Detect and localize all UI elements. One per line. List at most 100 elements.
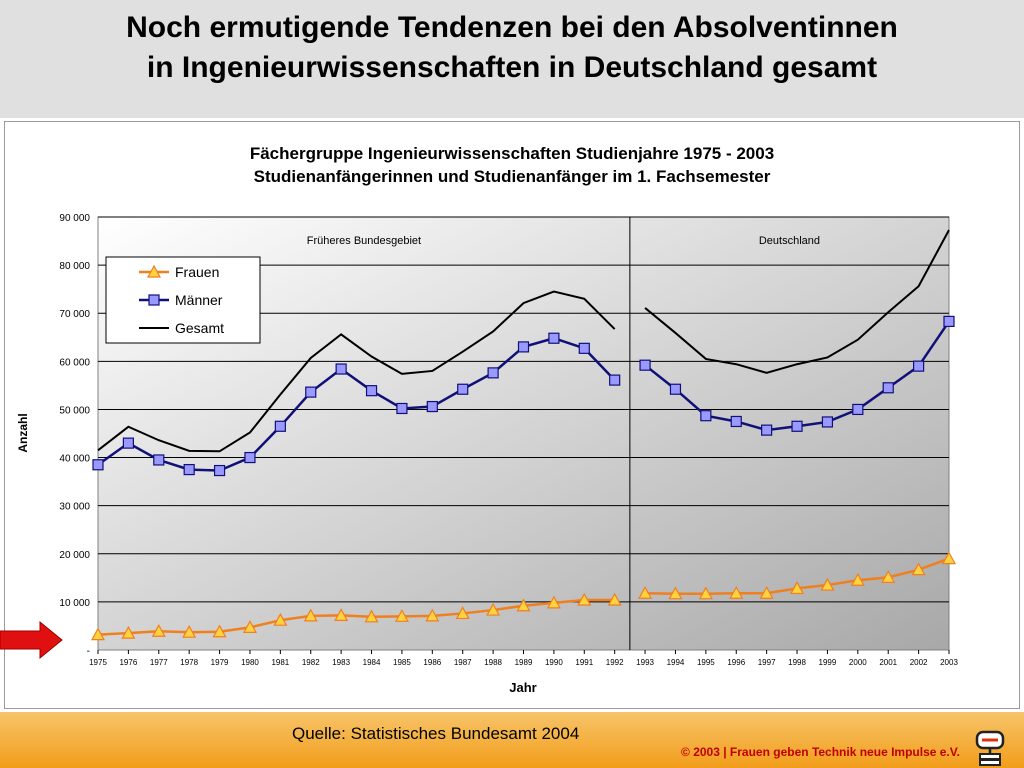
data-point-männer xyxy=(92,459,104,471)
x-tick-label: 1980 xyxy=(241,658,259,667)
data-point-männer xyxy=(335,363,347,375)
slide-title-line-2: in Ingenieurwissenschaften in Deutschlan… xyxy=(146,51,878,84)
data-point-frauen xyxy=(546,595,561,609)
data-point-männer xyxy=(548,332,560,344)
x-axis-label: Jahr xyxy=(509,680,536,695)
data-point-männer xyxy=(730,415,742,428)
x-tick-label: 2000 xyxy=(849,658,867,667)
x-tick-label: 2002 xyxy=(910,658,928,667)
data-point-frauen xyxy=(881,570,896,583)
x-tick-label: 2001 xyxy=(879,658,897,667)
x-tick-label: 1976 xyxy=(119,658,137,667)
data-point-männer xyxy=(426,400,438,413)
x-tick-label: 1988 xyxy=(484,658,502,667)
x-tick-label: 1993 xyxy=(636,658,654,667)
data-point-frauen xyxy=(364,609,379,623)
data-point-frauen xyxy=(668,586,683,600)
data-point-männer xyxy=(578,342,590,354)
data-point-männer xyxy=(852,403,864,416)
data-point-frauen xyxy=(850,572,865,586)
x-tick-label: 1995 xyxy=(697,658,715,667)
y-tick-label: 40 000 xyxy=(59,454,90,465)
series-line-frauen xyxy=(97,598,615,636)
data-point-frauen xyxy=(212,624,227,638)
x-tick-label: 1998 xyxy=(788,658,806,667)
y-tick-label: 90 000 xyxy=(59,213,90,224)
data-point-männer xyxy=(821,416,834,428)
data-point-frauen xyxy=(182,624,197,638)
data-point-männer xyxy=(244,451,256,464)
organization-logo-icon xyxy=(975,730,1005,766)
chart-subtitle: Studienanfängerinnen und Studienanfänger… xyxy=(254,167,771,186)
x-tick-label: 1987 xyxy=(454,658,472,667)
x-tick-label: 1984 xyxy=(363,658,381,667)
source-note: Quelle: Statistisches Bundesamt 2004 xyxy=(292,724,580,743)
x-tick-label: 1991 xyxy=(575,658,593,667)
x-tick-label: 1990 xyxy=(545,658,563,667)
data-point-männer xyxy=(943,315,955,328)
data-point-männer xyxy=(639,359,651,371)
x-tick-label: 1977 xyxy=(150,658,168,667)
legend-box xyxy=(105,256,261,344)
data-point-frauen xyxy=(455,606,470,620)
y-axis-label: Anzahl xyxy=(16,413,30,452)
data-point-männer xyxy=(761,424,773,436)
data-point-männer xyxy=(913,360,925,372)
y-tick-label: 20 000 xyxy=(59,550,90,561)
data-point-frauen xyxy=(425,608,440,622)
series-line-gesamt xyxy=(97,290,616,453)
data-point-frauen xyxy=(911,562,926,576)
series-line-gesamt xyxy=(644,229,950,374)
slide-title-line-1: Noch ermutigende Tendenzen bei den Absol… xyxy=(126,11,898,44)
data-point-frauen xyxy=(121,625,136,639)
x-tick-label: 1989 xyxy=(515,658,533,667)
data-point-männer xyxy=(791,420,803,432)
x-tick-label: 1996 xyxy=(727,658,745,667)
data-point-männer xyxy=(700,410,712,422)
legend: Frauen Männer Gesamt xyxy=(105,256,261,344)
data-point-frauen xyxy=(638,585,653,599)
chart-title: Fächergruppe Ingenieurwissenschaften Stu… xyxy=(250,144,774,163)
x-tick-label: 1985 xyxy=(393,658,411,667)
data-point-männer xyxy=(396,402,408,415)
data-point-frauen xyxy=(607,592,622,606)
data-point-männer xyxy=(274,420,286,432)
y-tick-label: 60 000 xyxy=(59,357,90,368)
slide-header: Noch ermutigende Tendenzen bei den Absol… xyxy=(0,0,1024,118)
data-point-männer xyxy=(457,383,469,395)
data-point-männer xyxy=(183,463,195,476)
x-tick-label: 1986 xyxy=(423,658,441,667)
data-point-männer xyxy=(213,464,226,477)
data-point-frauen xyxy=(790,581,805,595)
x-tick-label: 1994 xyxy=(667,658,685,667)
x-tick-label: 1975 xyxy=(89,658,107,667)
legend-marker xyxy=(148,294,160,306)
data-point-männer xyxy=(487,367,499,379)
data-point-frauen xyxy=(334,608,349,621)
data-point-frauen xyxy=(729,585,744,599)
region-label: Deutschland xyxy=(759,235,820,247)
x-tick-label: 1983 xyxy=(332,658,350,667)
data-point-frauen xyxy=(273,612,288,626)
data-point-männer xyxy=(305,386,317,398)
y-tick-label: 70 000 xyxy=(59,309,90,320)
data-point-frauen xyxy=(242,620,257,633)
x-tick-label: 1978 xyxy=(180,658,198,667)
data-point-männer xyxy=(365,385,378,397)
data-point-frauen xyxy=(759,585,774,599)
legend-marker xyxy=(146,264,162,278)
legend-label: Gesamt xyxy=(175,320,224,336)
y-tick-label: 30 000 xyxy=(59,502,90,513)
data-point-frauen xyxy=(941,551,957,565)
data-point-männer xyxy=(669,383,682,395)
chart-frame: Fächergruppe Ingenieurwissenschaften Stu… xyxy=(4,121,1020,709)
legend-label: Männer xyxy=(175,292,223,308)
x-tick-label: 1979 xyxy=(211,658,229,667)
region-label: Früheres Bundesgebiet xyxy=(307,235,421,247)
x-tick-label: 1992 xyxy=(606,658,624,667)
y-tick-label: 50 000 xyxy=(59,405,90,416)
data-point-frauen xyxy=(577,592,592,606)
x-tick-label: 1997 xyxy=(758,658,776,667)
footer-bar xyxy=(0,712,1024,768)
x-tick-label: 1999 xyxy=(819,658,837,667)
